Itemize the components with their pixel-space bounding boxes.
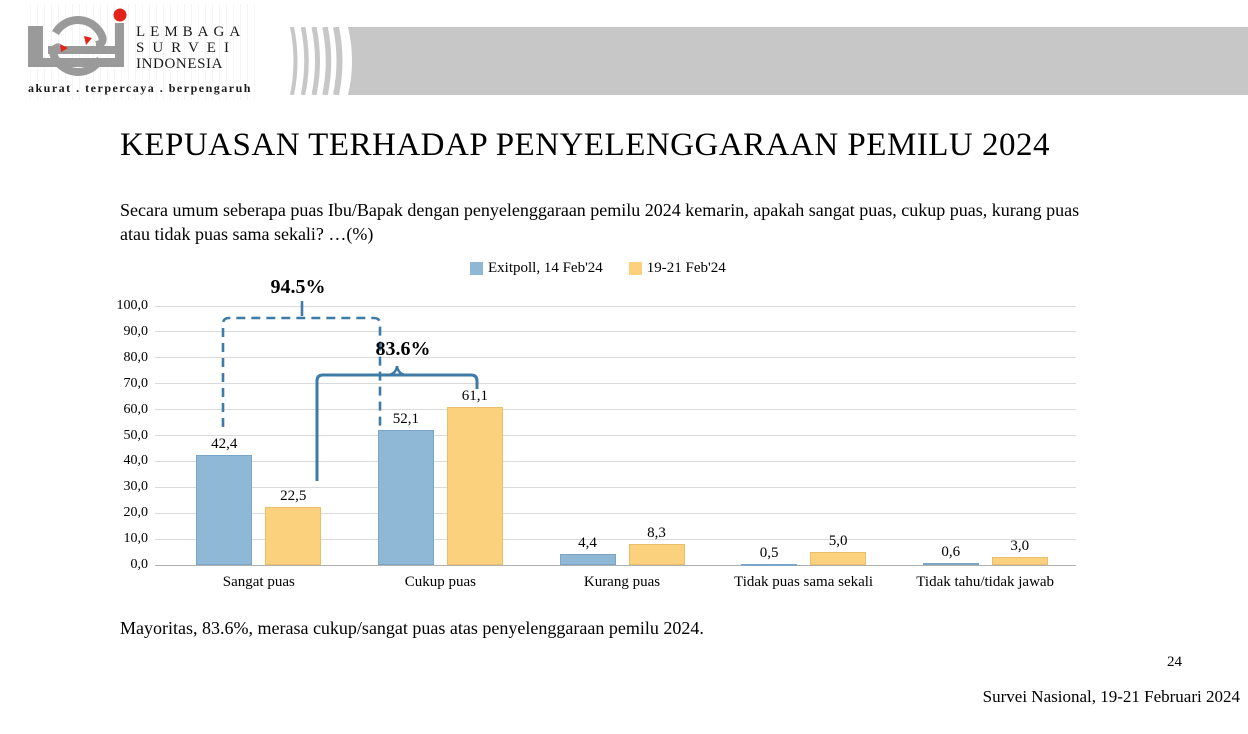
banner-stripe xyxy=(300,27,309,95)
bar-19-21-feb-24 xyxy=(628,543,685,565)
category-label: Sangat puas xyxy=(222,574,295,590)
org-name-line2: SURVEI xyxy=(136,40,237,56)
bar-19-21-feb-24 xyxy=(265,506,322,565)
legend-swatch xyxy=(628,262,642,275)
y-axis-tick-label: 100,0 xyxy=(116,298,149,313)
category-label: Tidak puas sama sekali xyxy=(734,574,874,590)
lsi-letterforms xyxy=(28,23,124,67)
org-name-line1: LEMBAGA xyxy=(136,24,246,40)
red-triangle-left xyxy=(60,44,68,52)
legend-item: Exitpoll, 14 Feb'24 xyxy=(470,260,603,277)
legend-label: 19-21 Feb'24 xyxy=(646,260,726,276)
gridline-50 xyxy=(155,435,1076,436)
category-label: Tidak tahu/tidak jawab xyxy=(916,574,1055,590)
swirl-lower-arc xyxy=(49,43,104,76)
bar-value-label: 61,1 xyxy=(461,387,489,404)
survey-question: Secara umum seberapa puas Ibu/Bapak deng… xyxy=(120,200,1080,244)
y-axis-tick-label: 50,0 xyxy=(123,427,149,443)
org-name: LEMBAGA SURVEI INDONESIA xyxy=(136,24,245,72)
gridline-70 xyxy=(155,383,1076,385)
bar-value-label: 8,3 xyxy=(647,524,666,541)
annotation-83-6: 83.6% xyxy=(375,338,431,360)
y-axis-tick-label: 90,0 xyxy=(123,323,149,339)
annotation-94-5: 94.5% xyxy=(270,276,326,298)
gridline-60 xyxy=(155,409,1076,411)
chart-legend: Exitpoll, 14 Feb'24 19-21 Feb'24 xyxy=(470,260,726,277)
y-axis-tick-label: 30,0 xyxy=(123,479,149,495)
banner-stripe xyxy=(333,27,343,95)
bar-value-label: 0,5 xyxy=(759,544,779,561)
footer-note: Survei Nasional, 19-21 Februari 2024 xyxy=(982,687,1240,706)
lsi-logo: LEMBAGA SURVEI INDONESIA akurat . terper… xyxy=(24,4,256,100)
bar-exitpoll-14-feb-24 xyxy=(559,553,616,565)
bar-value-label: 4,4 xyxy=(578,534,597,551)
banner-stripe xyxy=(322,27,332,95)
banner-stripe xyxy=(311,27,320,95)
gridline-90 xyxy=(155,331,1076,333)
banner-stripe xyxy=(290,27,298,95)
org-tagline: akurat . terpercaya . berpengaruh xyxy=(28,81,252,95)
bar-19-21-feb-24 xyxy=(991,557,1048,565)
y-axis-tick-label: 40,0 xyxy=(123,453,149,469)
lsi-logo-mark-icon xyxy=(28,8,127,76)
bar-value-label: 3,0 xyxy=(1010,538,1030,555)
legend-item: 19-21 Feb'24 xyxy=(628,260,726,277)
y-axis-tick-label: 20,0 xyxy=(123,505,149,521)
swirl-middle-bar xyxy=(48,46,118,54)
red-triangle-right xyxy=(84,36,92,45)
bar-exitpoll-14-feb-24 xyxy=(741,563,798,566)
legend-swatch xyxy=(470,262,483,275)
category-label: Cukup puas xyxy=(404,574,477,590)
legend-label: Exitpoll, 14 Feb'24 xyxy=(488,260,603,276)
header-banner xyxy=(290,27,1248,95)
bar-value-label: 0,6 xyxy=(941,544,961,561)
gridline-0 xyxy=(155,564,1076,566)
y-axis-tick-label: 60,0 xyxy=(123,401,149,417)
i-dot xyxy=(113,8,127,22)
bar-exitpoll-14-feb-24 xyxy=(922,563,979,566)
bar-19-21-feb-24 xyxy=(810,552,867,565)
gridline-20 xyxy=(155,512,1076,514)
bar-exitpoll-14-feb-24 xyxy=(196,455,253,565)
bar-value-label: 22,5 xyxy=(280,487,307,504)
bar-exitpoll-14-feb-24 xyxy=(377,430,434,565)
org-name-line3: INDONESIA xyxy=(136,56,224,72)
banner-block xyxy=(348,27,1248,95)
y-axis-tick-label: 0,0 xyxy=(130,557,149,572)
page-title: KEPUASAN TERHADAP PENYELENGGARAAN PEMILU… xyxy=(120,127,1051,163)
gridline-80 xyxy=(155,357,1076,359)
swirl-upper-arc xyxy=(52,16,107,49)
y-axis-tick-label: 80,0 xyxy=(123,349,149,365)
bar-19-21-feb-24 xyxy=(446,406,503,565)
bar-value-label: 52,1 xyxy=(392,411,420,428)
category-label: Kurang puas xyxy=(583,574,661,590)
gridline-40 xyxy=(155,460,1076,462)
gridline-10 xyxy=(155,538,1076,540)
conclusion-text: Mayoritas, 83.6%, merasa cukup/sangat pu… xyxy=(120,618,704,638)
y-axis-tick-label: 70,0 xyxy=(123,375,149,391)
gridline-30 xyxy=(155,486,1076,488)
bar-value-label: 42,4 xyxy=(211,436,238,453)
y-axis-tick-label: 10,0 xyxy=(123,531,149,547)
gridline-100 xyxy=(155,305,1076,307)
page-number: 24 xyxy=(1167,654,1182,670)
bar-value-label: 5,0 xyxy=(828,533,848,550)
